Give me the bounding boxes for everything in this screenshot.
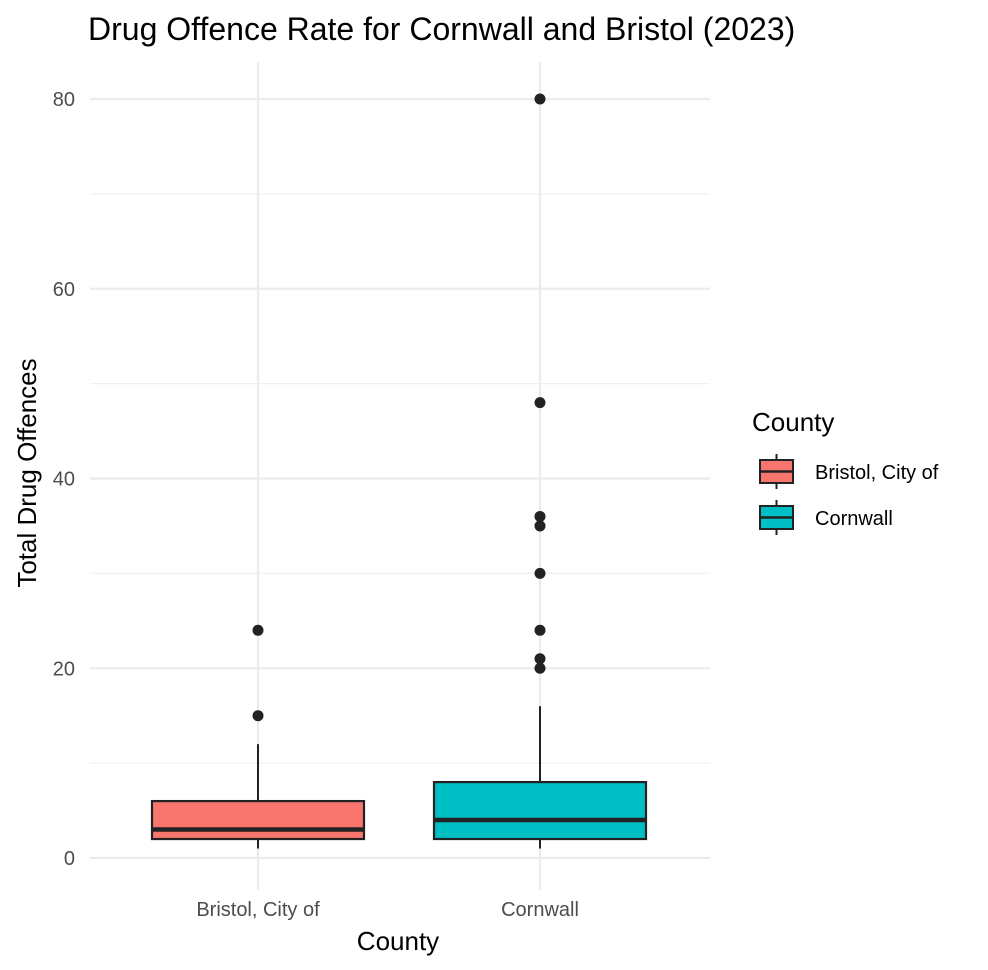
y-tick-label: 20 [53,658,75,680]
legend-item: Cornwall [759,500,893,535]
outlier-point [252,710,264,722]
outlier-point [534,520,546,532]
y-tick-label: 0 [64,848,75,870]
outlier-point [534,662,546,674]
box [150,799,366,841]
y-axis-title: Total Drug Offences [12,358,42,587]
legend: County Bristol, City of Cornwall [752,407,939,535]
x-tick-label: Bristol, City of [196,899,320,921]
outlier-point [534,93,546,105]
x-axis-ticks: Bristol, City of Cornwall [196,899,579,921]
legend-label: Bristol, City of [815,462,939,484]
boxes [150,93,648,849]
legend-title: County [752,407,834,437]
outlier-point [534,653,546,665]
box-group [150,624,366,849]
outlier-point [534,510,546,522]
outlier-point [534,397,546,409]
chart-title: Drug Offence Rate for Cornwall and Brist… [88,11,795,47]
y-tick-label: 40 [53,469,75,491]
x-axis-title: County [357,926,439,956]
box-group [432,93,648,849]
grid [90,62,710,890]
y-tick-label: 60 [53,279,75,301]
x-tick-label: Cornwall [501,899,579,921]
outlier-point [252,624,264,636]
outlier-point [534,624,546,636]
box [432,780,648,841]
legend-item: Bristol, City of [759,454,939,489]
legend-label: Cornwall [815,508,893,530]
outlier-point [534,567,546,579]
y-tick-label: 80 [53,89,75,111]
y-axis-ticks: 0 20 40 60 80 [53,89,75,870]
